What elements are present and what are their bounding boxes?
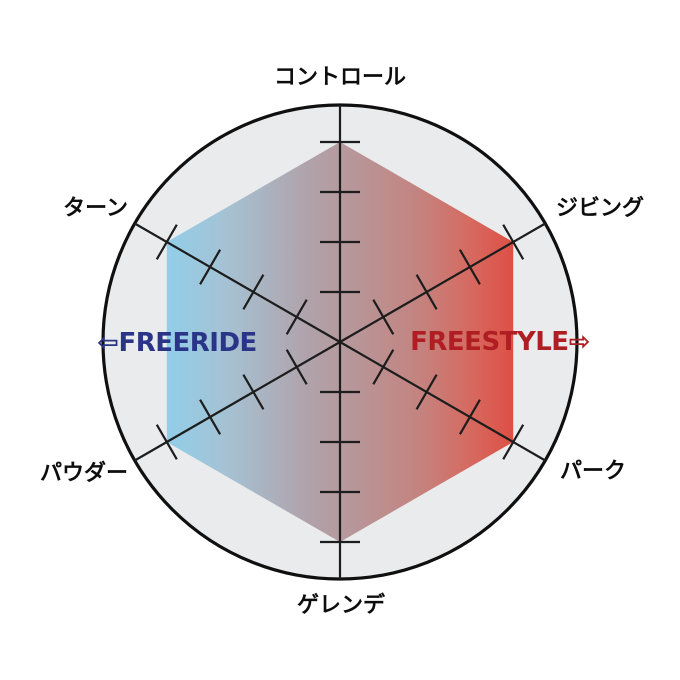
tick-mark — [458, 399, 481, 435]
tick-mark — [285, 299, 308, 335]
tick-mark — [199, 249, 222, 285]
freeride-legend: ⇦FREERIDE — [97, 328, 257, 358]
spoke-line — [134, 341, 341, 462]
tick-mark — [458, 249, 481, 285]
freestyle-label: FREESTYLE — [410, 327, 568, 357]
tick-mark — [155, 424, 178, 460]
freestyle-legend: FREESTYLE⇨ — [410, 327, 590, 357]
axis-label-turn: ターン — [63, 196, 128, 221]
tick-mark — [242, 274, 265, 310]
radar-geometry — [134, 105, 546, 579]
axis-label-control: コントロール — [274, 65, 406, 90]
axis-label-gelande: ゲレンデ — [297, 592, 386, 618]
spoke-line — [134, 222, 341, 343]
tick-mark — [199, 399, 222, 435]
tick-mark — [242, 374, 265, 410]
freeride-label: FREERIDE — [118, 328, 256, 358]
tick-mark — [285, 349, 308, 385]
tick-mark — [502, 224, 525, 260]
tick-mark — [415, 274, 438, 310]
tick-mark — [372, 299, 395, 335]
spoke-line — [339, 222, 546, 343]
axis-label-jibbing: ジビング — [556, 195, 644, 221]
tick-mark — [155, 224, 178, 260]
axis-label-park: パーク — [560, 459, 626, 484]
tick-mark — [415, 374, 438, 410]
tick-mark — [502, 424, 525, 460]
spoke-line — [339, 341, 546, 462]
tick-mark — [372, 349, 395, 385]
axis-label-powder: パウダー — [40, 460, 128, 486]
right-arrow-icon: ⇨ — [569, 327, 590, 357]
left-arrow-icon: ⇦ — [97, 328, 118, 358]
